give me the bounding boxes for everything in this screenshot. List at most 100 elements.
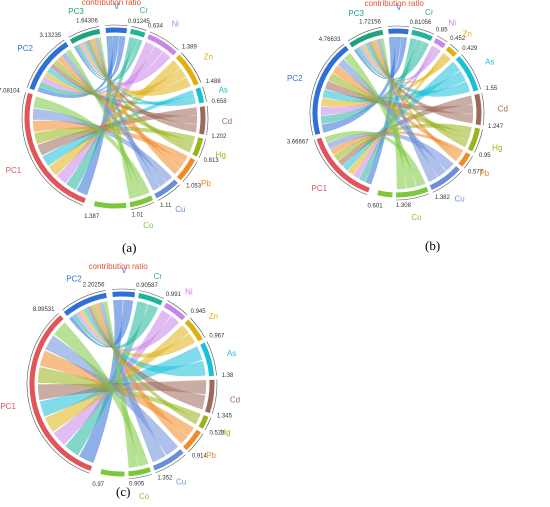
- chart-c-value-Pb: 0.914: [192, 454, 208, 460]
- chart-c-label-Pb: Pb: [206, 451, 216, 460]
- chart-a-value-PC2: 3.13235: [39, 33, 61, 39]
- chart-c-tick-track-PC2: [62, 290, 106, 311]
- chart-c-arc-Co: [128, 467, 151, 477]
- chart-b-value-Pb: 0.577: [468, 169, 484, 175]
- chart-a-tick-track-PC3: [68, 26, 99, 38]
- chart-b-value-Cd: 1.247: [488, 124, 504, 130]
- chart-a-tick-track-Hg: [198, 138, 206, 158]
- chart-b-arc-Pb: [458, 152, 471, 167]
- chart-b-chord-Hg-PC2: [328, 72, 471, 141]
- chart-a-label-PC3: PC3: [68, 7, 84, 16]
- chart-b-chord-Hg-PC3: [371, 40, 468, 148]
- chart-b-chord-Pb-PC3: [374, 39, 459, 162]
- chart-c-chord-Cu-PC2: [98, 302, 166, 463]
- chart-b-chord-Cr-PC2: [320, 39, 423, 125]
- chart-b-label-Cu: Cu: [454, 195, 464, 204]
- chart-c-tick-track-Cu: [155, 454, 186, 474]
- chart-b-value-V: 0.81056: [410, 20, 432, 26]
- chart-a-arc-Cu: [154, 179, 178, 199]
- panel-label-c: (c): [116, 484, 131, 499]
- chart-c-arc-Cr: [138, 293, 163, 306]
- chart-a-value-Co: 1.01: [132, 213, 144, 219]
- chart-c-value-Co: 0.905: [129, 482, 145, 488]
- chart-c-chord-Cr-PC1: [65, 301, 148, 456]
- chart-a-value-Zn: 1.488: [206, 79, 222, 85]
- chart-c-label-Zn: Zn: [209, 312, 218, 321]
- chart-c-label-Co: Co: [139, 492, 150, 501]
- chart-a-tick-track-PC1: [21, 92, 84, 206]
- chart-a-chord-Hg-PC3: [89, 39, 192, 153]
- chart-b-value-last: 0.601: [368, 203, 384, 209]
- chart-a-arc-Cr: [130, 28, 146, 38]
- chart-b-tick-track-PC2: [309, 43, 345, 136]
- chart-b-arc-V: [388, 28, 409, 35]
- chart-a-tick-track-PC2: [26, 39, 65, 88]
- chart-c-value-PC2: 2.20256: [83, 283, 105, 289]
- chart-b-arc-PC2: [312, 45, 349, 135]
- chart-a-arc-Hg: [192, 137, 204, 157]
- chart-b-chord-V-PC2: [321, 36, 402, 133]
- chart-b-value-Ni: 0.452: [450, 36, 466, 42]
- chart-c-tick-track-Ni: [167, 300, 188, 316]
- chart-a-chord-Cd-PC3: [86, 39, 197, 133]
- chart-a-value-PC1: 7.08104: [0, 89, 20, 95]
- chart-a-chord-As-PC3: [84, 40, 196, 106]
- chart-b-value-PC1: 3.66667: [287, 140, 309, 146]
- chart-c-chord-Ni-PC2: [75, 311, 180, 352]
- chart-b-value-PC3: 1.72156: [359, 19, 381, 25]
- chart-c-label-PC1: PC1: [0, 402, 16, 411]
- chart-a-arc-PC2: [29, 42, 69, 91]
- chart-b-tick-track-Cd: [481, 93, 485, 126]
- chart-b-label-V: V: [396, 3, 402, 12]
- chart-a-value-Cd: 1.202: [211, 134, 227, 140]
- chart-b-tick-track-Hg: [474, 129, 483, 153]
- chart-a-arc-Zn: [175, 54, 199, 86]
- chart-c-value-Zn: 0.967: [209, 333, 225, 339]
- chart-a-arc-PC1: [24, 93, 86, 204]
- chart-a-value-Hg: 0.813: [204, 158, 220, 164]
- chart-a-label-Zn: Zn: [204, 52, 213, 61]
- chart-b-label-Ni: Ni: [448, 19, 456, 28]
- chart-b-label-Pb: Pb: [479, 169, 489, 178]
- chart-c-label-Cr: Cr: [154, 272, 163, 281]
- chart-b-chord-Co-PC2: [343, 52, 416, 189]
- chart-b-tick-track-Cu: [432, 170, 462, 193]
- chart-a-arc-As: [195, 87, 205, 104]
- chart-b-chord-Cd-PC3: [368, 41, 474, 124]
- chart-c-arc-Cu: [152, 449, 184, 471]
- chart-a-chord-As-PC2: [46, 67, 195, 105]
- chart-c-value-Ni: 0.945: [191, 309, 207, 315]
- chart-b-arc-Cu: [429, 166, 460, 191]
- chart-b-arc-Zn: [445, 46, 457, 57]
- chart-c-tick-track-PC1: [26, 313, 90, 474]
- chart-c-chord-Pb-PC2: [94, 303, 188, 444]
- chart-b-value-Hg: 0.95: [479, 153, 491, 159]
- chart-b-tick-track-Pb: [463, 155, 473, 169]
- chart-c-arc-Pb: [183, 429, 201, 451]
- chart-c-arc-Hg: [198, 415, 209, 429]
- chart-b-tick-track-PC3: [347, 27, 382, 42]
- chart-a-chord-Pb-PC3: [92, 38, 180, 175]
- chart-a-value-Cu: 1.11: [160, 203, 172, 209]
- chart-a-value-Cr: 0.634: [148, 24, 164, 30]
- chart-c-value-Hg: 0.523: [209, 430, 225, 436]
- chart-c-value-Cu: 1.352: [157, 476, 173, 482]
- chart-b-label-Hg: Hg: [492, 143, 502, 152]
- chart-c-label-V: V: [121, 266, 127, 275]
- chart-c-chord-Co-PC1: [54, 322, 149, 467]
- chart-b-contribution-ratio-label: contribution ratio: [365, 0, 425, 8]
- chart-a-label-Cu: Cu: [175, 205, 185, 214]
- chart-c-arc-Ni: [163, 302, 186, 321]
- chart-a-contribution-ratio-label: contribution ratio: [82, 0, 142, 7]
- chart-c-label-Cd: Cd: [230, 396, 240, 405]
- chart-c-contribution-ratio-label: contribution ratio: [89, 262, 149, 271]
- panel-label-b: (b): [425, 238, 441, 253]
- chart-c-tick-track-Cr: [139, 290, 164, 299]
- chart-c-tick-track-V: [112, 288, 136, 291]
- chart-b-arc-As: [455, 56, 479, 92]
- chart-c-value-PC1: 8.99531: [33, 307, 55, 313]
- chart-b-arc-Hg: [467, 127, 481, 152]
- chart-c-arc-PC1: [29, 315, 93, 471]
- chart-b-arc-PC1: [316, 137, 370, 193]
